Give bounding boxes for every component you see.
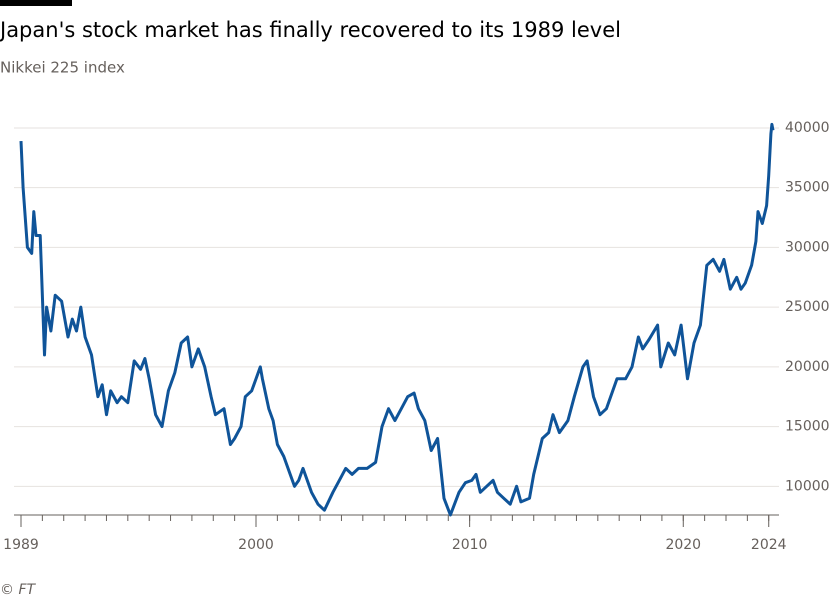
- chart-title: Japan's stock market has finally recover…: [0, 18, 621, 42]
- source: © FT: [0, 582, 37, 598]
- y-tick-label: 15000: [785, 419, 830, 435]
- chart-subtitle: Nikkei 225 index: [0, 59, 125, 77]
- y-tick-label: 20000: [785, 359, 830, 375]
- y-tick-label: 25000: [785, 299, 830, 315]
- y-tick-label: 35000: [785, 180, 830, 196]
- x-tick-label: 2000: [238, 537, 274, 553]
- y-tick-label: 10000: [785, 478, 830, 494]
- y-tick-label: 30000: [785, 239, 830, 255]
- brand-bar: [0, 0, 72, 6]
- x-tick-label: 2024: [751, 537, 787, 553]
- x-tick-label: 2010: [452, 537, 488, 553]
- x-tick-label: 1989: [3, 537, 39, 553]
- y-tick-label: 40000: [785, 120, 830, 136]
- line-series: [19, 122, 775, 517]
- x-tick-label: 2020: [665, 537, 701, 553]
